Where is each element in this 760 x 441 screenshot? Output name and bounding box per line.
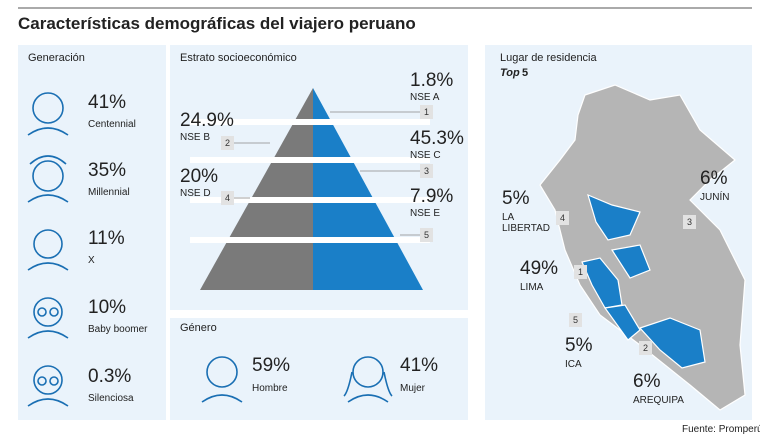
label: LA LIBERTAD [502,212,550,234]
label: NSE D [180,188,211,199]
value: 45.3% [410,128,464,149]
section-title: Lugar de residencia [500,52,597,64]
label: NSE E [410,208,441,219]
rank-badge: 2 [639,341,652,355]
label: ICA [565,359,582,370]
value: 1.8% [410,70,454,91]
panel [170,318,468,420]
title: Características demográficas del viajero… [18,14,416,33]
label: AREQUIPA [633,395,684,406]
label: Baby boomer [88,324,148,335]
rank-badge: 3 [420,164,433,178]
value: 20% [180,166,219,187]
rank-badge: 4 [221,191,234,205]
value: 41% [88,92,127,113]
panel [18,45,166,420]
value: 59% [252,355,291,376]
value: 11% [88,228,125,249]
label: Mujer [400,383,426,394]
value: 49% [520,258,559,279]
label: NSE A [410,92,440,103]
label: NSE B [180,132,211,143]
label: Silenciosa [88,393,134,404]
rank-badge: 5 [420,228,433,242]
label: Millennial [88,187,130,198]
label: NSE C [410,150,441,161]
pyramid [190,88,430,290]
value: 35% [88,160,127,181]
section-title: Género [180,322,217,334]
value: 41% [400,355,439,376]
value: 6% [633,371,661,392]
value: 5% [565,335,593,356]
value: 5% [502,188,530,209]
map [539,84,746,411]
top-word: Top [500,67,520,79]
rank-badge: 4 [556,211,569,225]
label: JUNÍN [700,192,730,203]
top-count: 5 [522,67,529,79]
rank-badge: 1 [420,105,433,119]
rank-badge: 5 [569,313,582,327]
source: Fuente: Promperú. [682,424,760,435]
label: Hombre [252,383,288,394]
value: 24.9% [180,110,234,131]
generation-icons [27,92,69,407]
rank-badge: 3 [683,215,696,229]
rank-badge: 2 [221,136,234,150]
value: 0.3% [88,366,132,387]
gender-icons [201,356,393,403]
label: LIMA [520,282,544,293]
section-title: Generación [28,52,85,64]
label: Centennial [88,119,136,130]
value: 7.9% [410,186,454,207]
rank-badge: 1 [574,265,587,279]
value: 10% [88,297,127,318]
section-title: Estrato socioeconómico [180,52,297,64]
label: X [88,255,95,266]
value: 6% [700,168,728,189]
